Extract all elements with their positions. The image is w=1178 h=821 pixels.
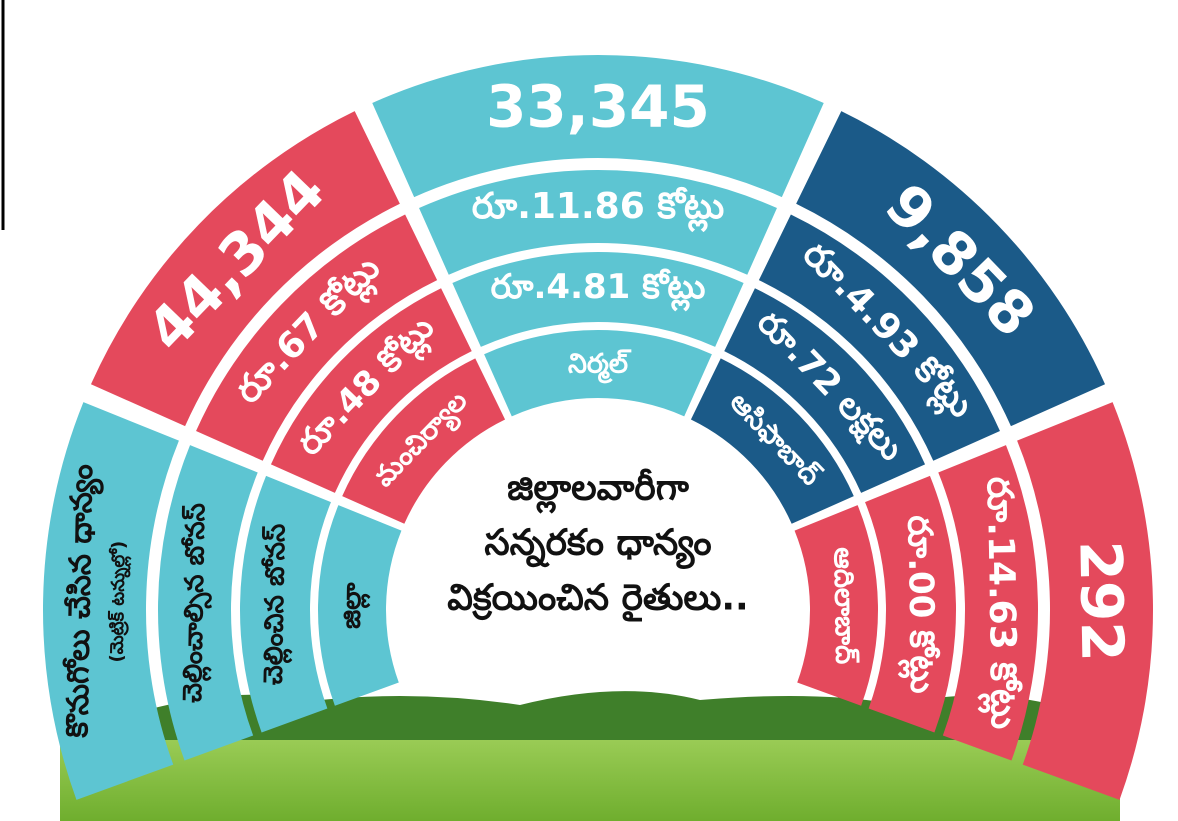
district-cell	[690, 358, 854, 524]
district-name: ఆదిలాబాద్	[827, 547, 860, 664]
row-label: జిల్లా	[337, 582, 372, 630]
district-cell	[342, 358, 506, 524]
field	[60, 730, 1120, 821]
district-cell	[419, 170, 777, 275]
district-cell	[484, 329, 712, 417]
district-cell	[796, 111, 1106, 427]
district-value: 33,345	[486, 73, 710, 141]
label-cell	[318, 505, 402, 706]
center-title: సన్నరకం ధాన్యం	[484, 523, 711, 570]
district-value: రూ.00 కోట్లు	[894, 515, 942, 694]
district-value: రూ.4.81 కోట్లు	[491, 267, 706, 312]
label-cell	[42, 402, 179, 800]
district-cell	[372, 54, 824, 198]
district-cell	[452, 252, 744, 347]
district-cell	[724, 288, 926, 493]
district-cell	[90, 111, 400, 427]
label-cell	[158, 445, 258, 761]
district-cell	[196, 214, 438, 461]
district-cell	[758, 214, 1000, 461]
district-cell	[865, 475, 957, 733]
district-cell	[1017, 402, 1153, 800]
center-title: విక్రయించిన రైతులు..	[447, 578, 748, 623]
district-value: రూ.11.86 కోట్లు	[472, 186, 724, 233]
district-value: 292	[1066, 540, 1136, 662]
center-title: జిల్లాలవారీగా	[507, 468, 690, 515]
district-cell	[794, 505, 878, 706]
district-name: నిర్మల్	[568, 349, 632, 384]
district-cell	[270, 288, 472, 493]
district-cell	[938, 445, 1038, 761]
label-cell	[240, 475, 331, 733]
